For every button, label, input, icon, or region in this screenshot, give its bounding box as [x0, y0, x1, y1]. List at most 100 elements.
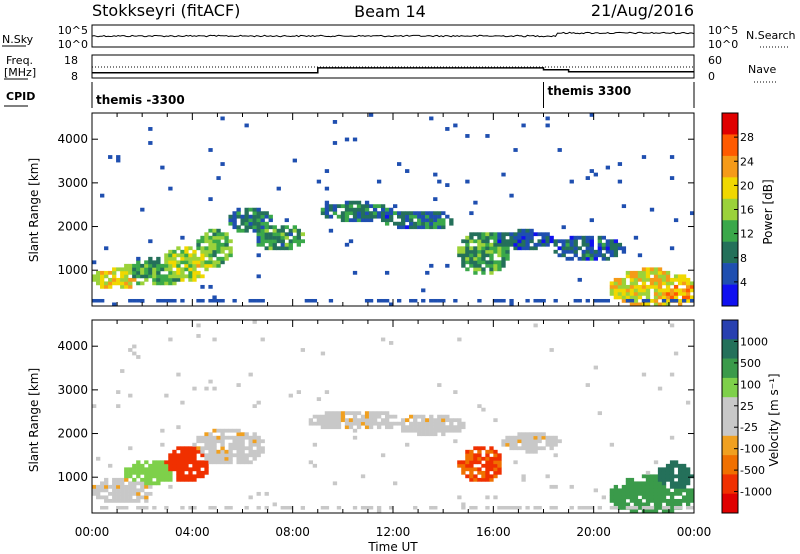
- heatmap-cell: [545, 242, 550, 247]
- heatmap-cell: [128, 348, 133, 352]
- heatmap-cell: [200, 263, 205, 268]
- heatmap-cell: [589, 246, 594, 251]
- heatmap-cell: [641, 298, 647, 303]
- heatmap-cell: [372, 204, 378, 209]
- heatmap-cell: [288, 505, 293, 510]
- heatmap-cell: [96, 488, 101, 493]
- heatmap-cell: [469, 505, 474, 510]
- heatmap-cell: [112, 498, 117, 503]
- heatmap-cell: [200, 474, 205, 479]
- heatmap-cell: [565, 256, 570, 261]
- heatmap-cell: [256, 218, 261, 223]
- heatmap-cell: [689, 281, 695, 286]
- heatmap-cell: [425, 221, 430, 226]
- heatmap-cell: [393, 421, 398, 426]
- y-tick-label: 3000: [57, 176, 88, 190]
- heatmap-cell: [288, 228, 293, 233]
- heatmap-cell: [216, 176, 221, 180]
- heatmap-cell: [96, 484, 101, 489]
- heatmap-cell: [469, 470, 474, 475]
- colorbar-swatch: [722, 155, 738, 178]
- nsky-tick-high: 10^5: [58, 24, 88, 37]
- heatmap-cell: [665, 277, 671, 282]
- heatmap-cell: [180, 474, 185, 479]
- heatmap-cell: [372, 207, 378, 212]
- heatmap-cell: [545, 123, 550, 128]
- heatmap-cell: [469, 232, 474, 237]
- heatmap-cell: [401, 218, 406, 223]
- heatmap-cell: [649, 481, 655, 486]
- heatmap-cell: [409, 425, 414, 430]
- heatmap-cell: [505, 242, 510, 247]
- heatmap-cell: [629, 274, 635, 279]
- heatmap-cell: [485, 456, 490, 461]
- heatmap-cell: [248, 442, 253, 447]
- heatmap-cell: [196, 242, 201, 247]
- heatmap-cell: [348, 421, 354, 426]
- heatmap-cell: [585, 239, 590, 244]
- heatmap-cell: [405, 442, 410, 447]
- heatmap-cell: [493, 267, 498, 272]
- heatmap-cell: [641, 372, 647, 377]
- heatmap-cell: [184, 463, 189, 468]
- heatmap-cell: [517, 228, 522, 233]
- heatmap-cell: [132, 351, 137, 356]
- heatmap-cell: [641, 267, 647, 272]
- heatmap-cell: [256, 221, 261, 226]
- heatmap-cell: [657, 484, 663, 489]
- heatmap-cell: [661, 281, 667, 286]
- heatmap-cell: [256, 453, 261, 458]
- heatmap-cell: [493, 249, 498, 254]
- heatmap-cell: [637, 295, 643, 300]
- heatmap-cell: [180, 449, 185, 454]
- heatmap-cell: [212, 337, 217, 342]
- heatmap-cell: [529, 235, 534, 240]
- heatmap-cell: [292, 225, 297, 230]
- heatmap-cell: [533, 442, 538, 447]
- heatmap-cell: [505, 256, 510, 261]
- heatmap-cell: [613, 291, 619, 296]
- heatmap-cell: [469, 249, 474, 254]
- heatmap-cell: [248, 460, 253, 465]
- heatmap-cell: [248, 298, 253, 303]
- heatmap-cell: [236, 214, 241, 219]
- heatmap-cell: [136, 270, 141, 275]
- heatmap-cell: [224, 239, 229, 244]
- heatmap-cell: [108, 155, 113, 159]
- heatmap-cell: [136, 467, 141, 472]
- heatmap-cell: [453, 425, 458, 430]
- heatmap-cell: [128, 281, 133, 286]
- heatmap-cell: [204, 246, 209, 251]
- heatmap-cell: [645, 484, 651, 489]
- heatmap-cell: [200, 449, 205, 454]
- heatmap-cell: [625, 505, 631, 510]
- heatmap-cell: [332, 421, 338, 426]
- heatmap-cell: [104, 488, 109, 493]
- heatmap-cell: [665, 302, 671, 307]
- heatmap-cell: [332, 204, 338, 209]
- heatmap-cell: [176, 277, 181, 282]
- heatmap-cell: [116, 404, 121, 409]
- heatmap-cell: [284, 505, 289, 510]
- heatmap-cell: [344, 242, 350, 247]
- heatmap-cell: [645, 481, 651, 486]
- heatmap-cell: [553, 249, 558, 254]
- heatmap-cell: [541, 432, 546, 437]
- heatmap-cell: [252, 456, 257, 461]
- heatmap-cell: [200, 470, 205, 475]
- heatmap-cell: [525, 298, 530, 303]
- colorbar-tick-label: -500: [740, 464, 765, 477]
- heatmap-cell: [204, 439, 209, 444]
- heatmap-cell: [204, 249, 209, 254]
- heatmap-cell: [657, 386, 663, 391]
- heatmap-cell: [665, 498, 671, 503]
- heatmap-cell: [216, 449, 221, 454]
- heatmap-cell: [609, 288, 615, 293]
- colorbar-swatch: [722, 263, 738, 285]
- heatmap-cell: [605, 246, 611, 251]
- heatmap-cell: [677, 484, 683, 489]
- heatmap-cell: [360, 211, 366, 216]
- heatmap-cell: [541, 235, 546, 240]
- heatmap-cell: [633, 481, 639, 486]
